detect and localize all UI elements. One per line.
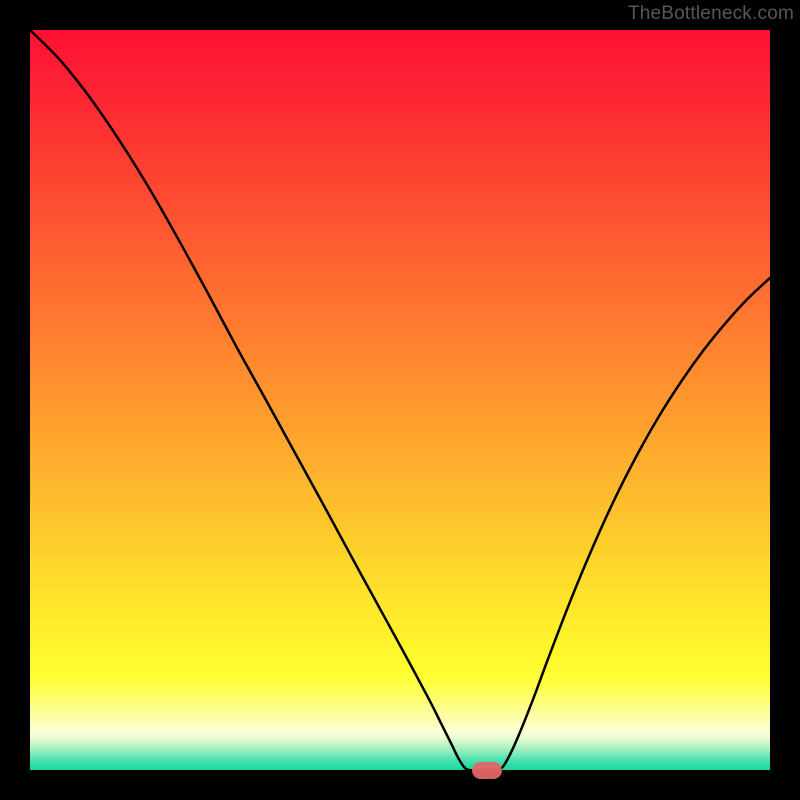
- plot-background: [30, 30, 770, 770]
- chart-container: TheBottleneck.com: [0, 0, 800, 800]
- bottleneck-chart: [0, 0, 800, 800]
